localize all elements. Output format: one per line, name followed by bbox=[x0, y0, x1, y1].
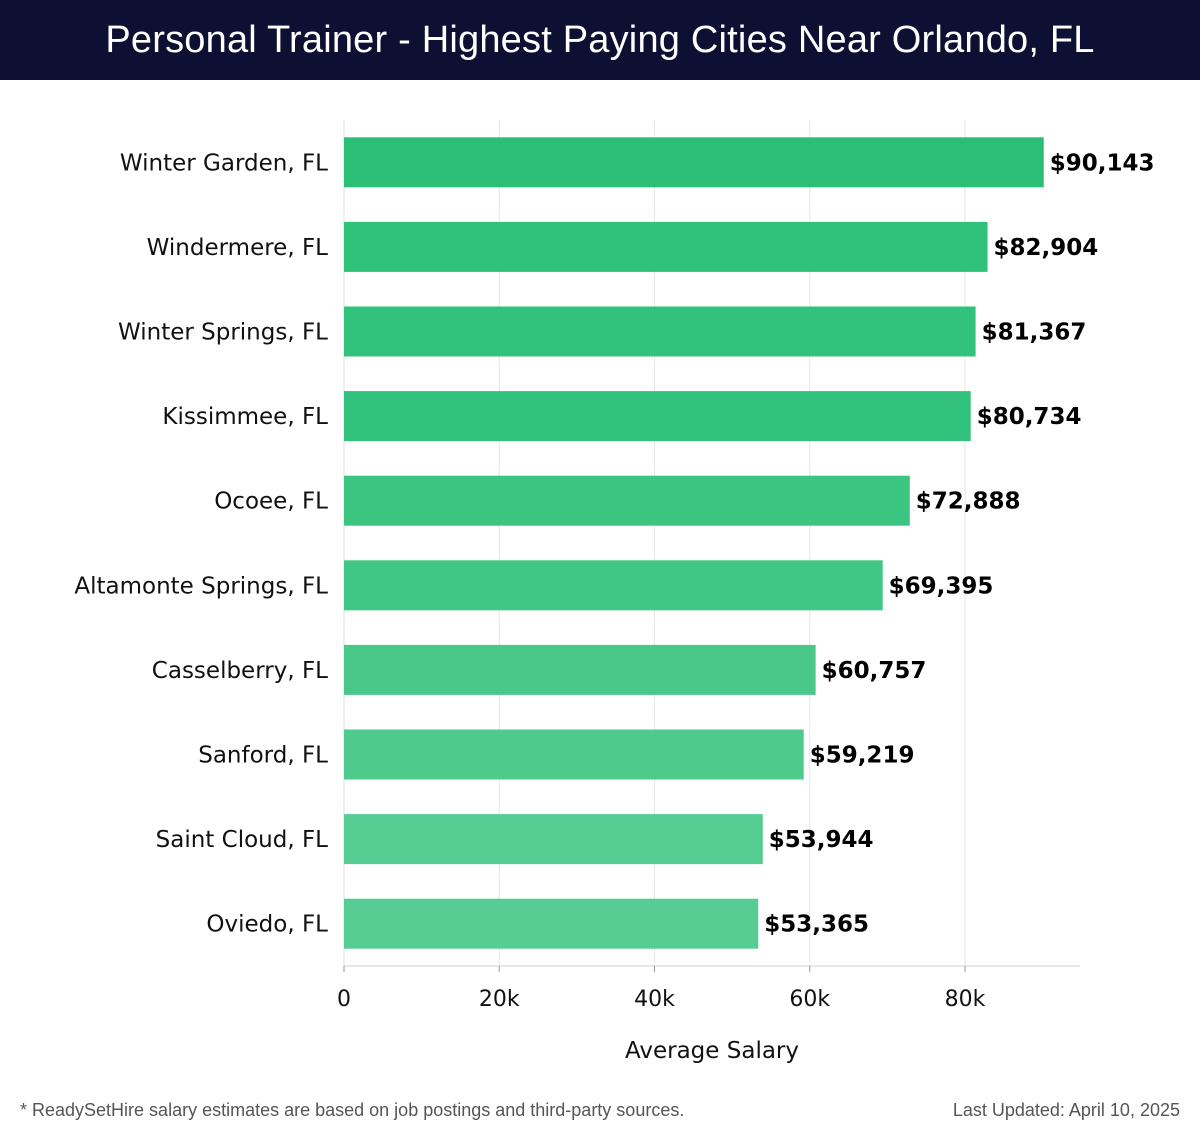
category-label: Kissimmee, FL bbox=[162, 404, 328, 430]
category-label: Casselberry, FL bbox=[152, 658, 328, 684]
bar-value-label: $81,367 bbox=[982, 320, 1087, 346]
bar-value-label: $53,944 bbox=[769, 827, 874, 853]
category-label: Oviedo, FL bbox=[206, 912, 328, 938]
bar bbox=[344, 306, 976, 357]
bar-value-label: $72,888 bbox=[916, 489, 1021, 515]
footer-note: * ReadySetHire salary estimates are base… bbox=[20, 1100, 685, 1120]
bar bbox=[344, 137, 1044, 188]
bar-value-label: $90,143 bbox=[1050, 150, 1155, 176]
category-label: Winter Springs, FL bbox=[118, 320, 328, 346]
category-label: Sanford, FL bbox=[198, 743, 328, 769]
bar bbox=[344, 814, 763, 865]
x-tick-label: 60k bbox=[789, 987, 830, 1012]
last-updated: Last Updated: April 10, 2025 bbox=[952, 1100, 1180, 1120]
x-axis-title: Average Salary bbox=[625, 1038, 799, 1064]
category-label: Windermere, FL bbox=[147, 235, 329, 261]
bar-value-label: $80,734 bbox=[977, 404, 1082, 430]
x-tick-label: 0 bbox=[337, 987, 351, 1012]
bar bbox=[344, 475, 910, 526]
category-label: Ocoee, FL bbox=[214, 489, 328, 515]
bar-value-label: $53,365 bbox=[764, 912, 869, 938]
bar bbox=[344, 729, 804, 780]
bar bbox=[344, 221, 988, 272]
bar-value-label: $59,219 bbox=[810, 743, 915, 769]
x-tick-label: 20k bbox=[479, 987, 520, 1012]
bar-value-label: $60,757 bbox=[822, 658, 927, 684]
category-label: Winter Garden, FL bbox=[120, 150, 328, 176]
bar bbox=[344, 898, 759, 949]
x-tick-label: 40k bbox=[634, 987, 675, 1012]
x-tick-label: 80k bbox=[945, 987, 986, 1012]
category-label: Altamonte Springs, FL bbox=[74, 573, 328, 599]
bar bbox=[344, 391, 971, 442]
bar-chart: 0 20k 40k 60k 80k Average Salary Winter Garden… bbox=[74, 120, 1155, 1064]
category-label: Saint Cloud, FL bbox=[156, 827, 329, 853]
chart-header: Personal Trainer - Highest Paying Cities… bbox=[0, 0, 1200, 80]
bar bbox=[344, 560, 883, 611]
bar-value-label: $69,395 bbox=[889, 573, 994, 599]
bar bbox=[344, 644, 816, 695]
chart-title: Personal Trainer - Highest Paying Cities… bbox=[105, 18, 1095, 61]
bar-value-label: $82,904 bbox=[994, 235, 1099, 261]
